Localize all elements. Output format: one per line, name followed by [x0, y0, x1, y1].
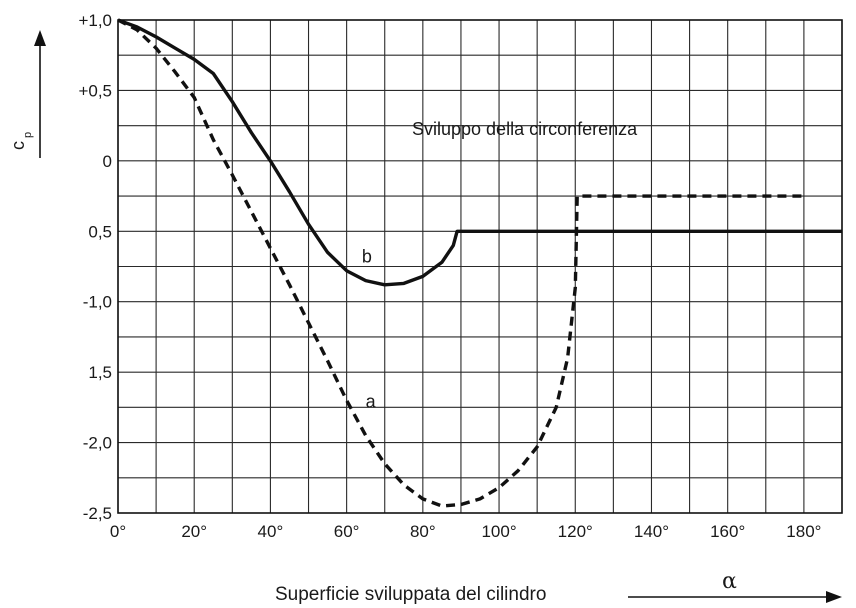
annotation-text: Sviluppo della circonferenza	[412, 119, 638, 139]
x-tick-label: 120°	[558, 522, 593, 541]
y-tick-label: +0,5	[78, 81, 112, 100]
series-layer	[117, 18, 842, 508]
x-tick-label: 0°	[110, 522, 126, 541]
x-tick-label: 140°	[634, 522, 669, 541]
y-tick-label: -2,5	[83, 504, 112, 523]
x-tick-label: 60°	[334, 522, 360, 541]
plot-border	[117, 19, 843, 514]
x-axis-label-group: Superficie sviluppata del cilindro α	[275, 569, 842, 605]
y-tick-label: -1,0	[83, 293, 112, 312]
x-tick-label: 180°	[786, 522, 821, 541]
plot-frame	[117, 19, 843, 514]
x-tick-label: 20°	[181, 522, 207, 541]
y-axis-label: c	[8, 141, 28, 150]
x-axis-arrowhead-icon	[826, 591, 842, 603]
x-axis-symbol: α	[722, 569, 737, 594]
y-tick-label: -2,0	[83, 434, 112, 453]
y-axis-arrowhead-icon	[34, 30, 46, 46]
x-tick-label: 40°	[258, 522, 284, 541]
x-tick-label: 160°	[710, 522, 745, 541]
y-axis-label-subscript: p	[22, 132, 34, 138]
y-tick-label: 0,5	[88, 222, 112, 241]
y-axis-label-group: c p	[8, 30, 46, 158]
x-tick-label: 100°	[481, 522, 516, 541]
tick-labels: 0° 20° 40° 60° 80° 100° 120° 140° 160° 180° +1,0 +0…	[78, 11, 821, 541]
series-a-label: a	[366, 391, 377, 411]
y-tick-label: 1,5	[88, 363, 112, 382]
series-line-b	[117, 18, 842, 287]
x-axis-label: Superficie sviluppata del cilindro	[275, 584, 546, 605]
y-tick-label: +1,0	[78, 11, 112, 30]
series-b-label: b	[362, 246, 372, 266]
y-tick-label: 0	[103, 152, 112, 171]
x-tick-label: 80°	[410, 522, 436, 541]
